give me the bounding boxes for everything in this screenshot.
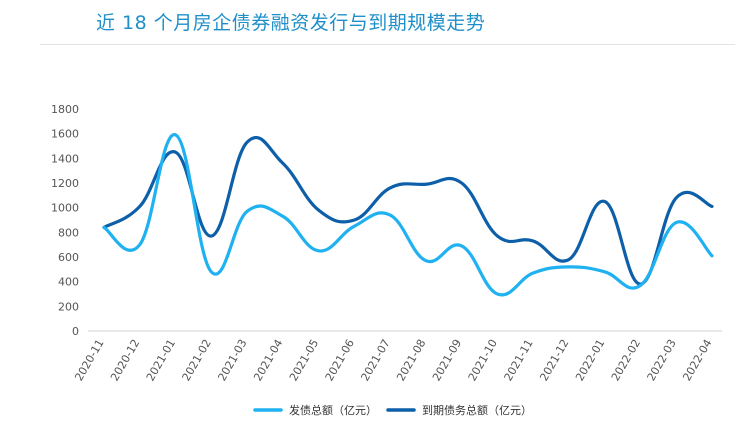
x-tick-label: 2022-03 [645,337,679,383]
x-tick-label: 2020-11 [72,337,106,383]
x-tick-label: 2021-08 [394,337,428,383]
y-tick-label: 800 [58,226,79,239]
x-tick-label: 2021-10 [466,337,500,383]
y-tick-label: 400 [58,276,79,289]
y-tick-label: 1000 [51,202,79,215]
y-tick-label: 0 [72,325,79,338]
y-axis-ticks: 0 200 400 600 800 1000 1200 1400 1600 1800 [51,103,79,338]
x-tick-label: 2021-03 [215,337,249,383]
y-tick-label: 1600 [51,128,79,141]
y-tick-label: 200 [58,300,79,313]
x-tick-label: 2021-11 [502,337,536,383]
x-tick-label: 2021-02 [180,337,214,383]
x-tick-label: 2021-05 [287,337,321,383]
x-tick-label: 2021-07 [358,337,392,383]
y-tick-label: 600 [58,251,79,264]
y-tick-label: 1200 [51,177,79,190]
chart-title: 近 18 个月房企债券融资发行与到期规模走势 [96,12,486,34]
series-line-maturity [102,135,714,286]
x-tick-label: 2021-09 [430,337,464,383]
x-tick-label: 2021-12 [537,337,571,383]
x-tick-label: 2022-02 [609,337,643,383]
y-tick-label: 1400 [51,152,79,165]
legend-label: 发债总额（亿元） [289,403,377,417]
x-tick-label: 2022-04 [680,337,714,383]
x-axis-ticks: 2020-11 2020-12 2021-01 2021-02 2021-03 2021-… [72,337,714,383]
x-tick-label: 2021-01 [144,337,178,383]
x-tick-label: 2021-06 [323,337,357,383]
x-tick-label: 2021-04 [251,337,285,383]
x-tick-label: 2022-01 [573,337,607,383]
series-line-issuance [102,133,714,297]
legend-label: 到期债务总额（亿元） [422,403,532,417]
chart-legend: 发债总额（亿元） 到期债务总额（亿元） [253,403,532,417]
title-divider [40,44,735,45]
y-tick-label: 1800 [51,103,79,116]
series-lines [102,133,714,297]
x-tick-label: 2020-12 [108,337,142,383]
